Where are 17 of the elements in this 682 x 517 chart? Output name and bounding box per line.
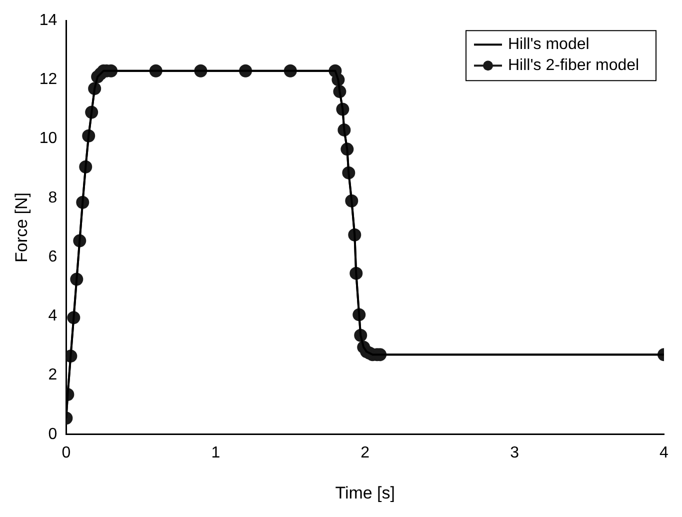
x-axis-title: Time [s] [335,483,396,502]
y-tick-label: 0 [48,426,58,443]
x-tick-label: 1 [211,444,220,462]
y-tick-label: 8 [48,189,58,206]
x-tick-label: 4 [660,444,669,462]
y-tick-label: 2 [48,366,58,384]
y-tick-label: 14 [39,12,58,30]
y-tick-label: 4 [48,308,58,325]
x-tick-label: 0 [62,444,71,462]
y-tick-label: 6 [48,248,58,266]
x-tick-label: 3 [510,444,520,462]
y-tick-label: 12 [39,71,58,88]
legend-label: Hill's 2-fiber model [508,57,640,74]
legend-label: Hill's model [508,36,590,54]
y-axis-title: Force [N] [12,192,31,262]
y-tick-label: 10 [39,130,58,148]
x-tick-label: 2 [360,444,370,462]
